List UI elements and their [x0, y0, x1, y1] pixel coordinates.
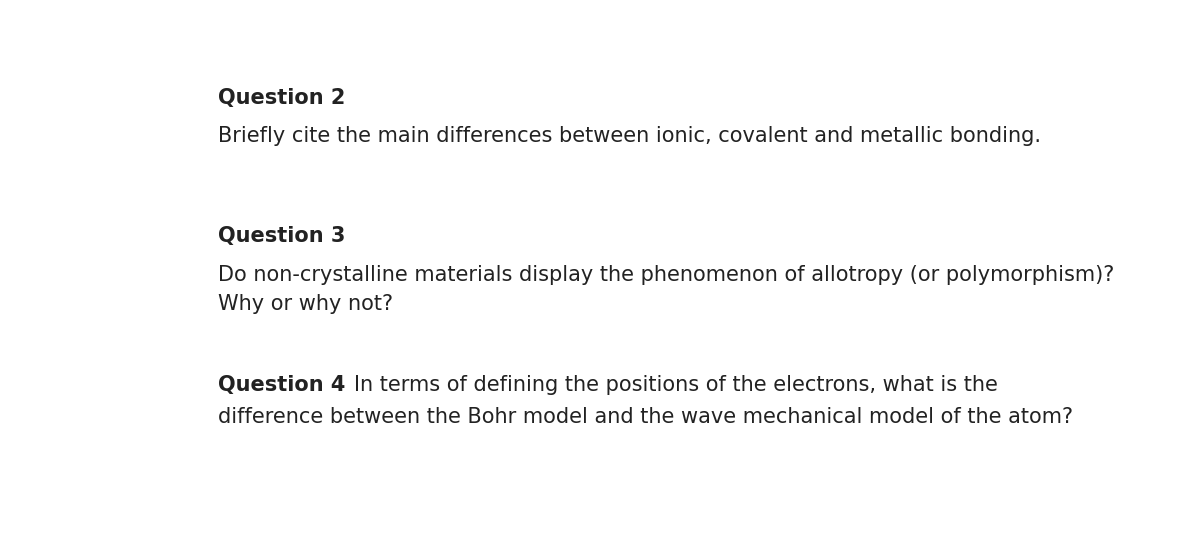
- Text: Question 3: Question 3: [218, 226, 346, 246]
- Text: Briefly cite the main differences between ionic, covalent and metallic bonding.: Briefly cite the main differences betwee…: [218, 126, 1042, 146]
- Text: difference between the Bohr model and the wave mechanical model of the atom?: difference between the Bohr model and th…: [218, 407, 1073, 427]
- Text: Do non-crystalline materials display the phenomenon of allotropy (or polymorphis: Do non-crystalline materials display the…: [218, 265, 1115, 314]
- Text: Question 2: Question 2: [218, 88, 346, 108]
- Text: Question 4: Question 4: [218, 375, 346, 395]
- Text: In terms of defining the positions of the electrons, what is the: In terms of defining the positions of th…: [354, 375, 997, 395]
